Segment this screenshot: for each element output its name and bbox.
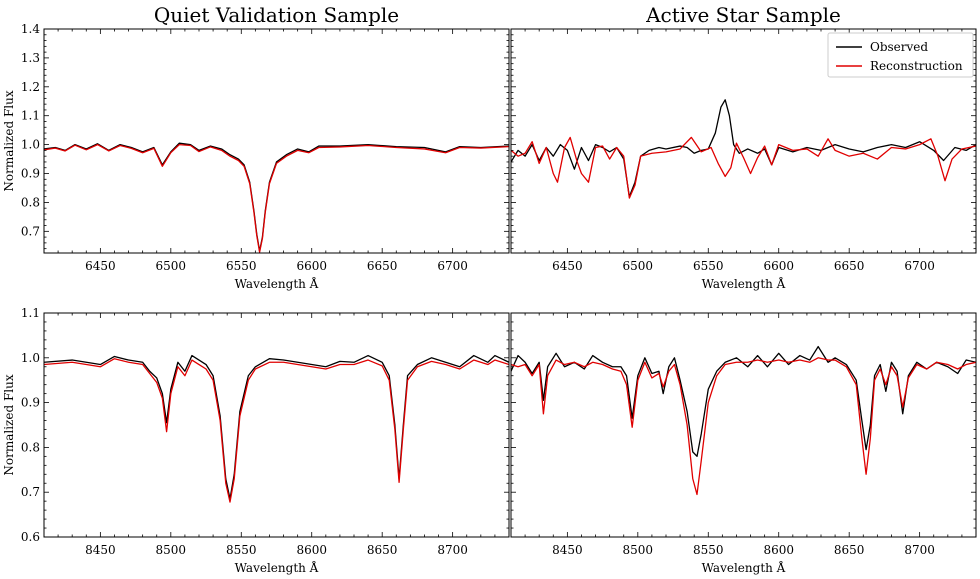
x-axis-label: Wavelength Å xyxy=(702,276,786,291)
y-tick-label: 0.9 xyxy=(21,167,40,181)
x-tick-label: 8550 xyxy=(693,543,724,557)
x-tick-label: 8450 xyxy=(85,543,116,557)
x-tick-label: 6700 xyxy=(904,259,935,273)
x-tick-label: 6650 xyxy=(367,259,398,273)
legend-label: Reconstruction xyxy=(870,59,963,73)
legend: Observed Reconstruction xyxy=(827,32,974,78)
panel-title: Active Star Sample xyxy=(645,3,841,27)
x-tick-label: 8650 xyxy=(834,543,865,557)
y-axis-label: Normalized Flux xyxy=(2,374,16,475)
y-tick-label: 1.2 xyxy=(21,80,40,94)
x-tick-label: 8450 xyxy=(552,543,583,557)
x-tick-label: 8600 xyxy=(763,543,794,557)
reconstruction-line xyxy=(44,143,509,253)
x-tick-label: 8700 xyxy=(437,543,468,557)
y-tick-label: 0.9 xyxy=(21,396,40,410)
legend-box xyxy=(827,32,974,78)
reconstruction-line xyxy=(44,358,509,503)
x-tick-label: 8500 xyxy=(623,543,654,557)
y-tick-label: 0.8 xyxy=(21,195,40,209)
x-tick-label: 6550 xyxy=(226,259,257,273)
observed-line xyxy=(511,345,976,458)
y-tick-label: 1.0 xyxy=(21,138,40,152)
y-tick-label: 1.4 xyxy=(21,22,40,36)
x-tick-label: 8650 xyxy=(367,543,398,557)
x-tick-label: 8500 xyxy=(156,543,187,557)
axes-frame xyxy=(43,28,510,254)
x-tick-label: 6650 xyxy=(834,259,865,273)
y-tick-label: 1.3 xyxy=(21,51,40,65)
x-axis-label: Wavelength Å xyxy=(235,560,319,575)
y-tick-label: 0.7 xyxy=(21,485,40,499)
y-tick-label: 0.7 xyxy=(21,224,40,238)
x-tick-label: 8550 xyxy=(226,543,257,557)
y-tick-label: 1.1 xyxy=(21,306,40,320)
observed-line xyxy=(44,354,509,500)
y-tick-label: 1.0 xyxy=(21,351,40,365)
panel-3: 8450 8500 8550 8600 8650 8700 0.6 0.7 0.8 0.9 1.0 1… xyxy=(2,306,510,575)
panel-1: 6450 6500 6550 6600 6650 6700 0.7 0.8 0.9 1.0 1.1 1… xyxy=(2,3,510,291)
y-tick-label: 0.8 xyxy=(21,440,40,454)
panel-2: 6450 6500 6550 6600 6650 6700 Wavelength Å Acti… xyxy=(510,3,977,291)
axes-frame xyxy=(43,312,510,538)
panel-title: Quiet Validation Sample xyxy=(154,3,399,27)
x-axis-label: Wavelength Å xyxy=(702,560,786,575)
x-tick-label: 8600 xyxy=(296,543,327,557)
reconstruction-line xyxy=(511,136,976,199)
observed-line xyxy=(44,142,509,252)
reconstruction-line xyxy=(511,357,976,496)
x-tick-label: 6500 xyxy=(623,259,654,273)
y-tick-label: 1.1 xyxy=(21,109,40,123)
x-tick-label: 6600 xyxy=(763,259,794,273)
x-tick-label: 6450 xyxy=(552,259,583,273)
x-tick-label: 6700 xyxy=(437,259,468,273)
x-tick-label: 8700 xyxy=(904,543,935,557)
x-axis-label: Wavelength Å xyxy=(235,276,319,291)
x-tick-label: 6550 xyxy=(693,259,724,273)
y-axis-label: Normalized Flux xyxy=(2,90,16,191)
axes-frame xyxy=(510,312,977,538)
axes-frame xyxy=(510,28,977,254)
x-tick-label: 6600 xyxy=(296,259,327,273)
x-tick-label: 6500 xyxy=(156,259,187,273)
legend-label: Observed xyxy=(870,40,928,54)
x-tick-label: 6450 xyxy=(85,259,116,273)
panel-4: 8450 8500 8550 8600 8650 8700 Wavelength Å xyxy=(510,312,977,575)
y-tick-label: 0.6 xyxy=(21,530,40,544)
